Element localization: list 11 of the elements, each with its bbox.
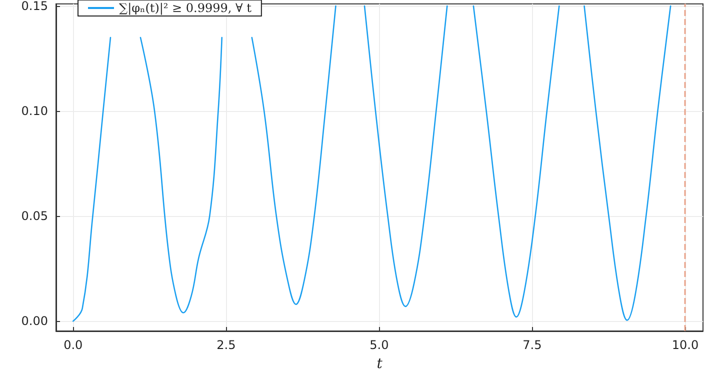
x-tick-label: 2.5 (216, 338, 236, 352)
x-tick-label: 10.0 (672, 338, 699, 352)
y-tick-label: 0.00 (21, 314, 48, 328)
y-tick-label: 0.05 (21, 209, 48, 224)
x-tick-label: 5.0 (370, 338, 389, 352)
y-tick-label: 0.15 (21, 0, 48, 13)
x-axis-title: t (376, 356, 383, 372)
x-tick-label: 7.5 (522, 338, 542, 352)
legend-label: ∑|φₙ(t)|² ≥ 0.9999, ∀ t (119, 1, 252, 15)
x-tick-label: 0.0 (64, 338, 83, 352)
y-tick-label: 0.10 (21, 104, 48, 118)
